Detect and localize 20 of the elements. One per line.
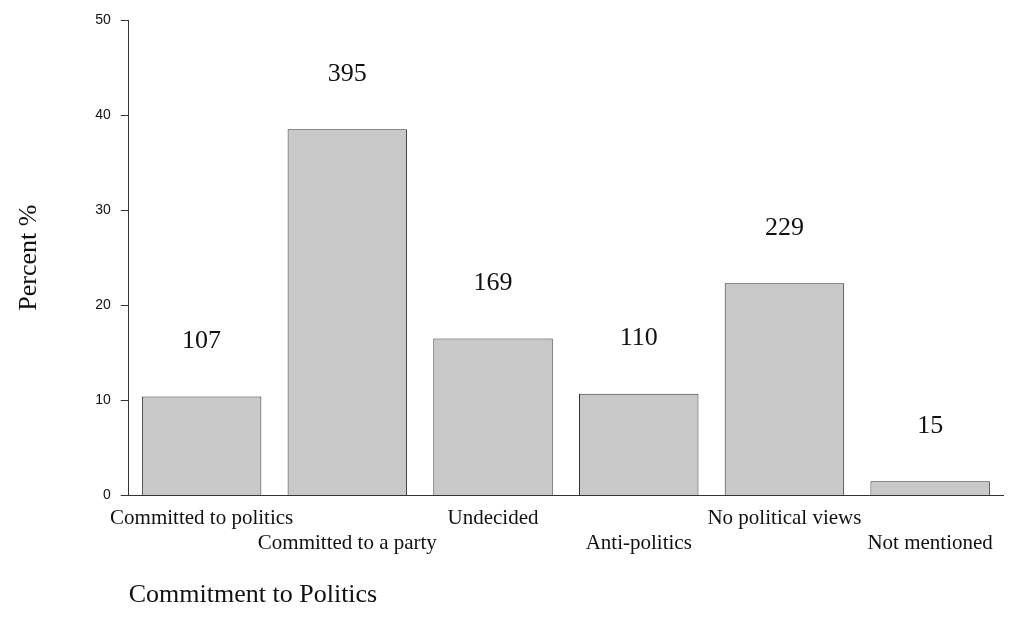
y-tick-label: 30 [95,201,111,218]
x-tick-label: No political views [707,504,862,529]
annotation: 107 [182,325,222,355]
y-tick-label: 20 [95,296,111,313]
y-tick-label: 40 [95,105,111,122]
y-axis-title: Percent % [13,204,43,311]
y-tick-label: 50 [95,10,111,27]
x-tick-label: Committed to politics [110,504,294,529]
x-tick-label: Not mentioned [867,529,994,554]
x-tick-label: Committed to a party [257,529,438,554]
annotation: 15 [917,409,944,439]
annotation: 395 [327,58,367,88]
y-tick-label: 0 [102,486,111,503]
annotation: 110 [619,322,658,352]
x-tick-label: Undecided [447,504,540,529]
annotation: 169 [473,267,513,297]
x-tick-label: Anti-politics [585,529,692,554]
y-tick-label: 10 [95,391,111,408]
x-axis-title: Commitment to Politics [128,579,378,609]
annotation: 229 [764,212,804,242]
